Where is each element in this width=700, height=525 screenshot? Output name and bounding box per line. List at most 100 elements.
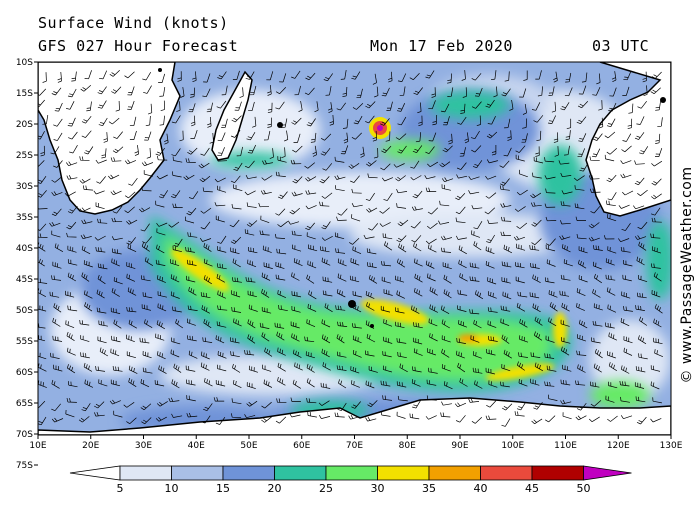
lat-label: 75S: [16, 461, 33, 471]
wind-barb: [425, 238, 437, 244]
wind-barb: [440, 305, 450, 315]
wind-barb: [501, 88, 511, 97]
scale-segment: [171, 465, 224, 481]
lon-label: 60E: [293, 441, 310, 451]
wind-barb: [292, 176, 303, 184]
wind-barb: [397, 116, 407, 126]
wind-barb: [455, 192, 466, 201]
wind-barb: [51, 275, 62, 281]
wind-barb: [160, 100, 165, 112]
wind-barb: [65, 290, 75, 298]
wind-barb: [530, 202, 542, 207]
wind-barb: [247, 319, 256, 329]
wind-barb: [351, 71, 361, 80]
wind-barb: [156, 320, 165, 330]
wind-barb: [337, 258, 347, 267]
wind-barb: [409, 413, 420, 420]
wind-barb: [381, 261, 392, 267]
wind-barb: [504, 71, 510, 82]
wind-barb: [310, 132, 317, 143]
wind-barb: [529, 245, 540, 251]
wind-barb: [592, 86, 601, 96]
wind-barb: [247, 144, 257, 154]
wind-barb: [399, 86, 406, 97]
wind-barb: [281, 147, 286, 159]
wind-barb: [51, 379, 60, 389]
wind-barb: [156, 401, 168, 407]
wind-barb: [248, 365, 259, 373]
wind-barb: [108, 174, 120, 180]
wind-barb: [456, 174, 468, 179]
wind-barb: [38, 175, 47, 184]
lon-label: 10E: [29, 441, 46, 451]
wind-barb: [501, 261, 512, 268]
wind-barb: [396, 235, 407, 243]
wind-barb: [516, 222, 528, 229]
wind-barb: [319, 201, 330, 207]
wind-barb: [201, 351, 210, 360]
wind-barb: [289, 207, 301, 215]
wind-barb: [522, 103, 527, 115]
lon-label: 130E: [660, 441, 683, 451]
wind-barb: [588, 416, 600, 422]
lat-label: 20S: [16, 120, 33, 130]
wind-barb: [456, 337, 466, 344]
wind-barb: [171, 413, 183, 418]
wind-barb: [638, 274, 648, 283]
wind-barb: [352, 303, 362, 313]
wind-barb: [413, 348, 423, 356]
wind-barb: [559, 235, 571, 240]
wind-barb: [336, 102, 346, 111]
wind-barb: [546, 365, 557, 372]
wind-barb: [621, 223, 631, 231]
wind-barb: [140, 379, 150, 388]
wind-barb: [417, 102, 422, 114]
wind-barb: [410, 221, 421, 229]
wind-barb: [246, 202, 257, 208]
wind-barb: [425, 187, 437, 192]
wind-barb: [639, 316, 648, 326]
wind-barb: [470, 130, 480, 140]
wind-barb: [636, 416, 647, 425]
wind-barb: [471, 101, 482, 109]
wind-barb: [190, 87, 196, 98]
wind-barb: [159, 115, 165, 126]
wind-barb: [187, 305, 198, 311]
wind-barb: [325, 86, 332, 96]
wind-barb: [232, 258, 241, 268]
wind-barb: [351, 203, 363, 208]
wind-barb: [342, 118, 349, 129]
wind-barb: [305, 351, 315, 359]
wind-barb: [261, 306, 272, 314]
wind-barb: [485, 99, 495, 108]
wind-barb: [109, 399, 121, 405]
wind-barb: [304, 87, 315, 96]
wind-barb: [425, 70, 435, 79]
wind-barb: [66, 161, 78, 167]
wind-barb: [395, 133, 407, 140]
wind-barb: [560, 379, 571, 386]
wind-barb: [634, 382, 645, 389]
wind-barb: [202, 187, 213, 193]
wind-barb: [605, 274, 616, 281]
wind-barb: [428, 100, 436, 110]
wind-barb: [367, 262, 377, 268]
wind-barb: [618, 204, 630, 209]
wind-barb: [142, 72, 152, 81]
wind-barb: [352, 349, 362, 358]
wind-barb: [94, 401, 105, 409]
wind-barb: [103, 132, 108, 143]
wind-barb: [487, 277, 497, 285]
wind-barb: [275, 86, 287, 95]
wind-barb: [38, 335, 46, 342]
wind-barb: [294, 85, 301, 96]
wind-barb: [334, 232, 345, 240]
wind-barb: [199, 175, 211, 183]
wind-barb: [472, 367, 483, 374]
wind-barb: [51, 403, 61, 412]
wind-barb: [336, 289, 346, 298]
wind-barb: [290, 321, 300, 329]
wind-barb: [395, 275, 405, 283]
wind-barb: [637, 335, 647, 345]
wind-barb: [155, 200, 165, 208]
